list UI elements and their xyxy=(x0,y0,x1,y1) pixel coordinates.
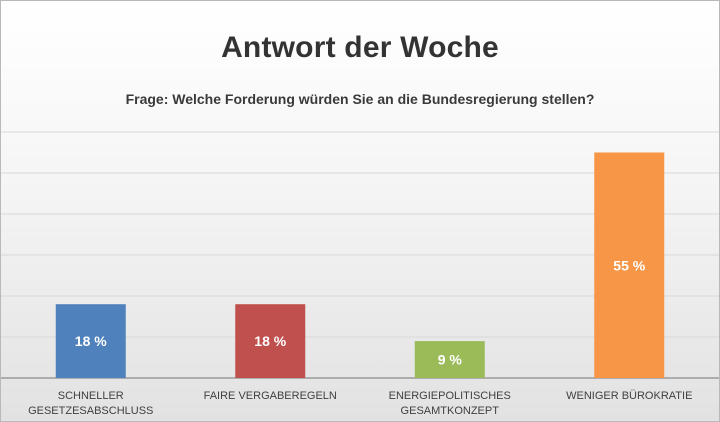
data-label: 18 % xyxy=(75,333,107,349)
category-label: WENIGER BÜROKRATIE xyxy=(566,390,692,402)
category-label: SCHNELLER xyxy=(58,390,124,402)
data-label: 55 % xyxy=(613,257,645,273)
data-label: 18 % xyxy=(254,333,286,349)
bar xyxy=(414,341,485,378)
bar xyxy=(55,304,126,378)
category-label: GESAMTKONZEPT xyxy=(401,405,500,417)
chart-title: Antwort der Woche xyxy=(221,31,499,64)
bar xyxy=(594,152,665,378)
data-label: 9 % xyxy=(438,352,463,368)
category-label: ENERGIEPOLITISCHES xyxy=(389,390,511,402)
category-label: GESETZESABSCHLUSS xyxy=(28,405,153,417)
category-label: FAIRE VERGABEREGELN xyxy=(204,390,337,402)
bar xyxy=(235,304,306,378)
chart-subtitle: Frage: Welche Forderung würden Sie an di… xyxy=(125,91,595,107)
